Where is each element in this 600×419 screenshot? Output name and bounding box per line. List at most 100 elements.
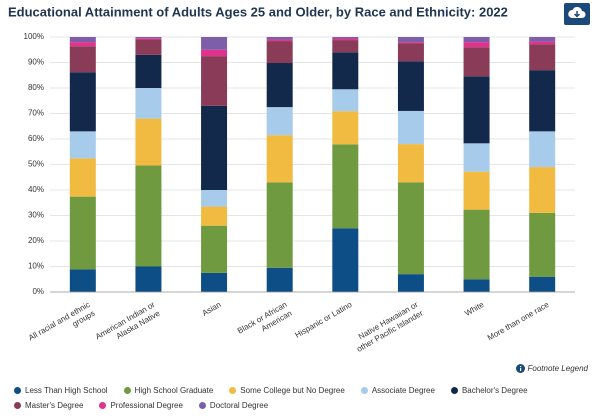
bar-segment bbox=[201, 37, 228, 50]
y-tick-label: 60% bbox=[28, 134, 44, 143]
bar-segment bbox=[135, 38, 162, 40]
y-tick-label: 90% bbox=[28, 58, 44, 67]
legend-swatch bbox=[123, 387, 131, 394]
bar-segment bbox=[135, 88, 162, 119]
legend-label: Some College but No Degree bbox=[240, 386, 345, 395]
bar-segment bbox=[397, 182, 424, 275]
bar-segment bbox=[529, 276, 556, 292]
bar-segment bbox=[201, 272, 228, 292]
bar-segment bbox=[266, 107, 293, 136]
footnote-text: Footnote Legend bbox=[527, 364, 589, 373]
bar-segment bbox=[529, 41, 556, 45]
bar-segment bbox=[463, 279, 490, 292]
bar-segment bbox=[266, 41, 293, 64]
bar-segment bbox=[332, 40, 359, 53]
legend-label: Professional Degree bbox=[110, 401, 183, 410]
legend-item: Some College but No Degree bbox=[229, 386, 345, 395]
bar-segment bbox=[397, 43, 424, 62]
bar-segment bbox=[69, 269, 96, 292]
bar-segment bbox=[69, 131, 96, 159]
bar-segment bbox=[135, 165, 162, 267]
bar-segment bbox=[463, 171, 490, 210]
legend-item: Less Than High School bbox=[14, 386, 108, 395]
legend-label: Master's Degree bbox=[25, 401, 84, 410]
bar-segment bbox=[463, 47, 490, 77]
bar-segment bbox=[201, 225, 228, 273]
legend-item: Master's Degree bbox=[14, 401, 83, 410]
bar-segment bbox=[69, 158, 96, 197]
chart-title: Educational Attainment of Adults Ages 25… bbox=[8, 4, 508, 19]
y-tick-label: 100% bbox=[24, 32, 44, 41]
legend-item: High School Graduate bbox=[123, 386, 214, 395]
bar-segment bbox=[397, 110, 424, 145]
bar-segment bbox=[69, 46, 96, 73]
bar-segment bbox=[529, 131, 556, 168]
legend-swatch bbox=[360, 387, 368, 394]
bar-segment bbox=[463, 42, 490, 48]
bar-segment bbox=[463, 209, 490, 280]
legend-item: Associate Degree bbox=[360, 386, 435, 395]
bar-segment bbox=[135, 54, 162, 88]
bar-segment bbox=[201, 105, 228, 190]
y-tick-label: 0% bbox=[32, 287, 44, 296]
y-tick-label: 40% bbox=[28, 185, 44, 194]
legend: Less Than High School High School Graduat… bbox=[14, 386, 594, 410]
info-icon bbox=[515, 364, 525, 373]
bar-segment bbox=[201, 56, 228, 106]
legend-label: Bachelor's Degree bbox=[461, 386, 528, 395]
bar-segment bbox=[463, 143, 490, 172]
bar-segment bbox=[69, 42, 96, 47]
y-tick-label: 10% bbox=[28, 262, 44, 271]
bar-segment bbox=[266, 63, 293, 108]
bar-segment bbox=[332, 228, 359, 292]
legend-label: High School Graduate bbox=[134, 386, 214, 395]
bar-segment bbox=[201, 206, 228, 226]
legend-item: Doctoral Degree bbox=[198, 401, 269, 410]
bar-segment bbox=[463, 37, 490, 43]
bar-segment bbox=[332, 52, 359, 90]
legend-label: Less Than High School bbox=[25, 386, 108, 395]
bar-segment bbox=[266, 182, 293, 268]
legend-label: Associate Degree bbox=[371, 386, 435, 395]
legend-swatch bbox=[99, 402, 107, 409]
bar-segment bbox=[332, 38, 359, 41]
y-tick-label: 50% bbox=[28, 160, 44, 169]
bar-segment bbox=[201, 49, 228, 57]
bar-segment bbox=[69, 196, 96, 270]
bar-segment bbox=[529, 212, 556, 277]
legend-swatch bbox=[450, 387, 458, 394]
download-button[interactable] bbox=[564, 3, 590, 25]
bar-segment bbox=[463, 76, 490, 144]
legend-swatch bbox=[198, 402, 206, 409]
bar-segment bbox=[529, 44, 556, 71]
bar-segment bbox=[69, 72, 96, 132]
bar-segment bbox=[529, 167, 556, 213]
bar-segment bbox=[332, 89, 359, 112]
bar-segment bbox=[397, 144, 424, 183]
bar-segment bbox=[332, 144, 359, 229]
bar-segment bbox=[397, 42, 424, 44]
legend-label: Doctoral Degree bbox=[209, 401, 269, 410]
y-tick-label: 30% bbox=[28, 211, 44, 220]
footnote-legend[interactable]: Footnote Legend bbox=[515, 364, 589, 373]
bar-segment bbox=[266, 39, 293, 42]
bar-segment bbox=[397, 37, 424, 43]
bar-segment bbox=[69, 37, 96, 43]
legend-swatch bbox=[14, 402, 21, 409]
bar-segment bbox=[135, 37, 162, 39]
download-icon bbox=[568, 6, 586, 18]
y-tick-label: 70% bbox=[28, 109, 44, 118]
bar-segment bbox=[529, 70, 556, 132]
legend-swatch bbox=[229, 387, 237, 394]
bar-segment bbox=[266, 135, 293, 183]
bar-segment bbox=[266, 37, 293, 40]
bar-segment bbox=[332, 37, 359, 39]
bar-segment bbox=[529, 37, 556, 42]
bar-segment bbox=[135, 39, 162, 55]
bar-segment bbox=[266, 267, 293, 292]
y-tick-label: 20% bbox=[28, 236, 44, 245]
bar-segment bbox=[332, 111, 359, 145]
legend-item: Bachelor's Degree bbox=[450, 386, 528, 395]
bar-segment bbox=[135, 266, 162, 292]
